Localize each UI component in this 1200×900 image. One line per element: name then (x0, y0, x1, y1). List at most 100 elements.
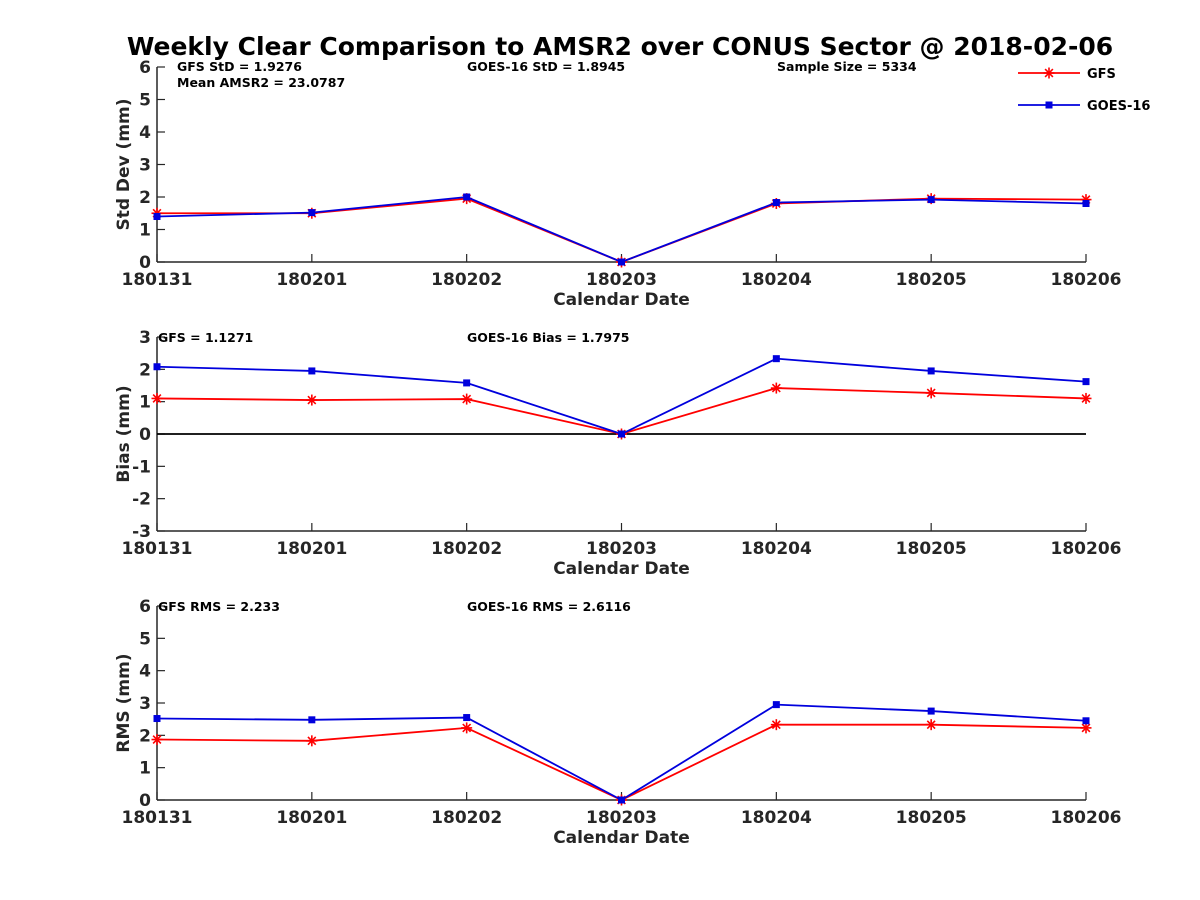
stat-annotation: GFS StD = 1.9276 (177, 59, 302, 74)
data-point-marker (770, 382, 782, 394)
y-tick-label: -2 (132, 490, 151, 510)
x-tick-label: 180205 (896, 539, 967, 559)
y-tick-label: 4 (139, 123, 151, 143)
series-line (157, 197, 1087, 263)
y-tick-label: 0 (139, 253, 151, 273)
data-point-marker (772, 199, 780, 207)
y-axis-label: Bias (mm) (114, 385, 134, 482)
y-tick-label: 3 (139, 156, 151, 176)
data-point-marker (1082, 378, 1090, 386)
y-tick-label: 0 (139, 425, 151, 445)
stat-annotation: GFS RMS = 2.233 (158, 599, 280, 614)
x-tick-label: 180206 (1051, 808, 1122, 828)
stat-annotation: GOES-16 StD = 1.8945 (467, 59, 625, 74)
series-line (156, 723, 1087, 801)
data-point-marker (308, 716, 316, 724)
data-point-marker (927, 196, 935, 204)
subplot-3: 0 1 2 3 4 5 6 180131 180201 180202 180203 180204 180… (114, 597, 1121, 848)
x-tick-label: 180204 (741, 270, 812, 290)
x-tick-label: 180202 (431, 808, 502, 828)
y-tick-label: -3 (132, 522, 151, 542)
x-tick-label: 180202 (431, 270, 502, 290)
series-line (156, 387, 1087, 435)
y-tick-label: 1 (139, 221, 151, 241)
x-tick-label: 180206 (1051, 539, 1122, 559)
y-tick-label: 2 (139, 360, 151, 380)
data-point-marker (925, 387, 937, 399)
data-point-marker (153, 715, 161, 723)
x-tick-label: 180201 (276, 270, 347, 290)
data-point-marker (1082, 200, 1090, 207)
stat-annotation: GOES-16 Bias = 1.7975 (467, 330, 629, 345)
data-point-marker (461, 393, 473, 405)
legend-label: GOES-16 (1087, 99, 1150, 114)
x-tick-label: 180203 (586, 539, 657, 559)
data-point-marker (927, 707, 935, 715)
data-point-marker (1082, 717, 1090, 725)
x-tick-label: 180203 (586, 808, 657, 828)
y-tick-label: 3 (139, 694, 151, 714)
series-goes-16 (153, 355, 1090, 438)
legend-entry-gfs: GFS (1018, 67, 1116, 82)
series-line (156, 357, 1087, 435)
x-tick-label: 180131 (122, 808, 193, 828)
data-point-marker (461, 722, 473, 734)
data-point-marker (772, 701, 780, 709)
y-tick-label: 4 (139, 662, 151, 682)
data-point-marker (306, 735, 318, 747)
y-tick-label: -1 (132, 457, 151, 477)
stat-annotation: Mean AMSR2 = 23.0787 (177, 75, 345, 90)
series-line (156, 196, 1087, 263)
y-tick-label: 5 (139, 91, 151, 111)
data-point-marker (618, 796, 625, 804)
data-point-marker (151, 734, 163, 746)
y-axis-label: Std Dev (mm) (114, 98, 134, 230)
data-point-marker (618, 430, 625, 438)
subplot-2: -3 -2 -1 0 1 2 3 180131 180201 180202 180203 180204… (114, 328, 1121, 579)
data-point-marker (308, 209, 316, 217)
y-tick-label: 2 (139, 726, 151, 746)
data-point-marker (1080, 392, 1092, 404)
data-point-marker (772, 355, 780, 363)
subplots: 0 1 2 3 4 5 6 180131 180201 180202 180203 180204 180… (114, 58, 1121, 848)
y-tick-label: 6 (139, 58, 151, 78)
x-tick-label: 180204 (741, 808, 812, 828)
series-goes-16 (153, 701, 1090, 804)
data-point-marker (463, 714, 471, 722)
stat-annotation: GFS = 1.1271 (158, 330, 253, 345)
data-point-marker (770, 719, 782, 731)
y-tick-label: 1 (139, 393, 151, 413)
y-tick-label: 2 (139, 188, 151, 208)
series-line (156, 703, 1087, 802)
x-tick-label: 180131 (122, 270, 193, 290)
x-tick-label: 180131 (122, 539, 193, 559)
y-tick-label: 6 (139, 597, 151, 617)
x-axis-label: Calendar Date (553, 559, 690, 579)
series-goes-16 (153, 193, 1090, 266)
x-tick-label: 180201 (276, 808, 347, 828)
x-tick-label: 180204 (741, 539, 812, 559)
figure-title: Weekly Clear Comparison to AMSR2 over CO… (127, 32, 1113, 61)
data-point-marker (927, 367, 935, 375)
x-tick-label: 180202 (431, 539, 502, 559)
data-point-marker (151, 392, 163, 404)
data-point-marker (308, 367, 316, 375)
stat-annotation: GOES-16 RMS = 2.6116 (467, 599, 631, 614)
data-point-marker (306, 394, 318, 406)
y-tick-label: 5 (139, 629, 151, 649)
x-tick-label: 180206 (1051, 270, 1122, 290)
data-point-marker (463, 193, 471, 201)
stat-annotation: Sample Size = 5334 (777, 59, 917, 74)
x-tick-label: 180201 (276, 539, 347, 559)
legend-marker (1043, 67, 1055, 79)
y-tick-label: 3 (139, 328, 151, 348)
legend-label: GFS (1087, 67, 1116, 82)
data-point-marker (925, 719, 937, 731)
legend-entry-goes-16: GOES-16 (1018, 99, 1150, 114)
x-axis-label: Calendar Date (553, 290, 690, 310)
legend-marker (1045, 101, 1053, 109)
legend: GFS GOES-16 (1018, 67, 1150, 114)
subplot-1: 0 1 2 3 4 5 6 180131 180201 180202 180203 180204 180… (114, 58, 1121, 310)
y-axis-label: RMS (mm) (114, 653, 134, 752)
